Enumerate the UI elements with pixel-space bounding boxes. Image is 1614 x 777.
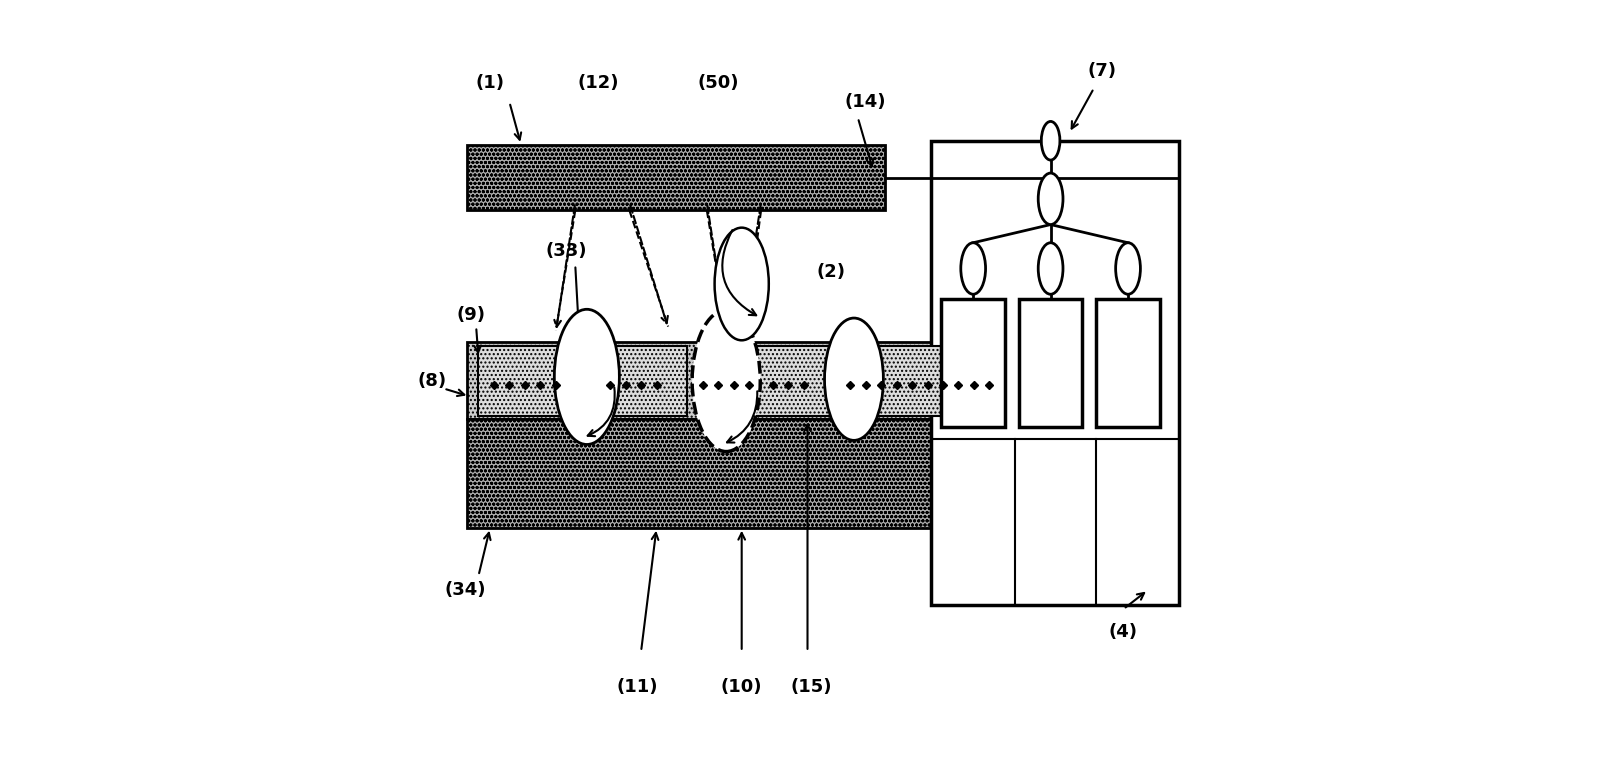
- Bar: [594, 346, 688, 416]
- Text: (14): (14): [844, 93, 886, 111]
- Text: (5): (5): [959, 354, 988, 372]
- Bar: [466, 342, 1009, 420]
- Text: (9): (9): [455, 306, 484, 324]
- Ellipse shape: [1038, 242, 1062, 294]
- Bar: [1096, 299, 1159, 427]
- Text: (33): (33): [546, 242, 586, 260]
- Ellipse shape: [713, 228, 768, 340]
- Bar: [466, 420, 1009, 528]
- Text: (8): (8): [416, 371, 447, 390]
- Bar: [466, 145, 884, 211]
- Ellipse shape: [825, 318, 883, 441]
- Text: (1): (1): [475, 74, 504, 92]
- Text: (2): (2): [815, 263, 844, 281]
- Text: (11): (11): [617, 678, 657, 695]
- Bar: [931, 141, 1178, 605]
- Text: (6): (6): [1036, 354, 1065, 372]
- Text: (7): (7): [1086, 62, 1115, 80]
- Ellipse shape: [1038, 173, 1062, 225]
- Bar: [1018, 299, 1081, 427]
- Text: (12): (12): [578, 74, 618, 92]
- Text: (15): (15): [791, 678, 831, 695]
- Text: (34): (34): [444, 580, 486, 599]
- Text: (4): (4): [1109, 623, 1138, 641]
- Text: (10): (10): [720, 678, 762, 695]
- Ellipse shape: [554, 309, 620, 444]
- Ellipse shape: [1041, 121, 1059, 160]
- Bar: [752, 346, 830, 416]
- Text: (50): (50): [697, 74, 739, 92]
- Ellipse shape: [1115, 242, 1139, 294]
- Bar: [876, 346, 996, 416]
- Bar: [941, 299, 1004, 427]
- Bar: [478, 346, 567, 416]
- Ellipse shape: [692, 310, 760, 451]
- Text: (35): (35): [1107, 354, 1148, 372]
- Ellipse shape: [960, 242, 985, 294]
